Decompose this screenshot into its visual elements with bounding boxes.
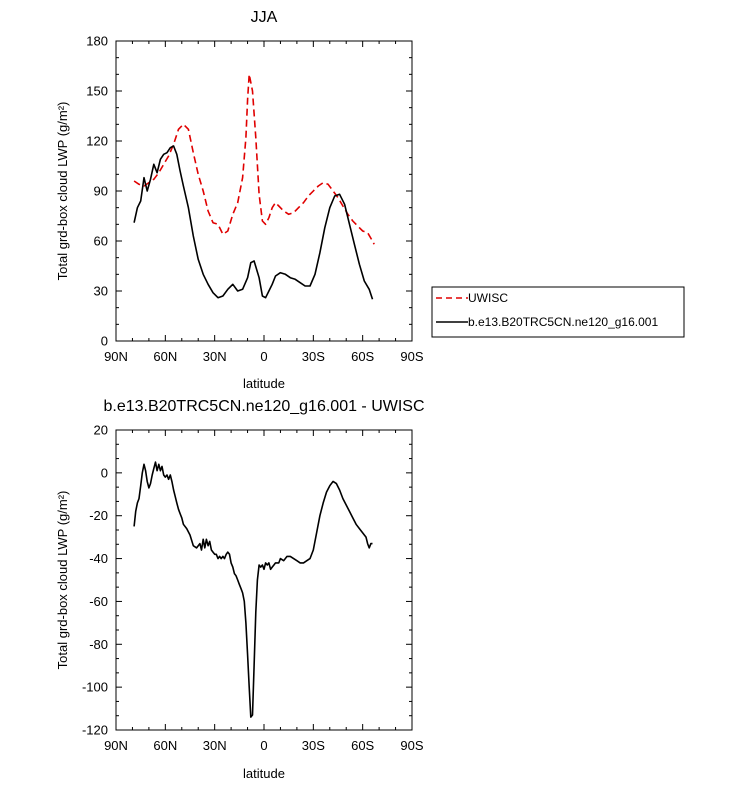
bottom-series-line-1 bbox=[133, 461, 373, 718]
top-y-tick-label: 90 bbox=[94, 184, 108, 199]
top-series-line-2 bbox=[133, 145, 374, 300]
top-series bbox=[133, 73, 375, 300]
top-y-axis-label: Total grd-box cloud LWP (g/m²) bbox=[55, 102, 70, 281]
top-x-tick-label: 90S bbox=[400, 349, 423, 364]
legend-label-uwisc: UWISC bbox=[468, 291, 508, 305]
bottom-plot-frame bbox=[115, 429, 413, 731]
legend: UWISC b.e13.B20TRC5CN.ne120_g16.001 bbox=[431, 286, 685, 338]
bottom-x-tick-label: 30N bbox=[203, 738, 227, 753]
top-plot-frame bbox=[115, 40, 413, 342]
top-y-tick-label: 60 bbox=[94, 234, 108, 249]
top-panel: JJA 90N 60N 30N 0 30S 60S 90S0306090120150180 … bbox=[55, 9, 424, 391]
top-x-axis-label: latitude bbox=[243, 376, 285, 391]
top-x-tick-label: 90N bbox=[104, 349, 128, 364]
bottom-y-tick-label: -80 bbox=[89, 637, 108, 652]
bottom-y-tick-label: -40 bbox=[89, 551, 108, 566]
bottom-y-tick-label: -60 bbox=[89, 594, 108, 609]
bottom-x-tick-label: 30S bbox=[302, 738, 325, 753]
top-y-tick-label: 0 bbox=[101, 334, 108, 349]
bottom-series bbox=[133, 461, 373, 718]
legend-frame bbox=[431, 286, 685, 338]
top-x-tick-label: 30N bbox=[203, 349, 227, 364]
top-x-tick-label: 60N bbox=[153, 349, 177, 364]
top-y-tick-label: 150 bbox=[86, 84, 108, 99]
bottom-x-tick-label: 60S bbox=[351, 738, 374, 753]
top-x-tick-label: 30S bbox=[302, 349, 325, 364]
bottom-x-tick-label: 60N bbox=[153, 738, 177, 753]
top-x-tick-label: 60S bbox=[351, 349, 374, 364]
bottom-y-axis-label: Total grd-box cloud LWP (g/m²) bbox=[55, 491, 70, 670]
top-chart-title: JJA bbox=[251, 9, 278, 26]
top-x-tick-label: 0 bbox=[260, 349, 267, 364]
top-axis-ticks: 90N 60N 30N 0 30S 60S 90S 0 30 60 90 120 150 180 bbox=[86, 34, 424, 365]
top-series-line-1 bbox=[133, 73, 375, 245]
bottom-x-axis-label: latitude bbox=[243, 766, 285, 781]
bottom-x-tick-label: 90S bbox=[400, 738, 423, 753]
bottom-y-tick-label: -120 bbox=[82, 723, 108, 738]
bottom-x-tick-label: 0 bbox=[260, 738, 267, 753]
bottom-y-tick-label: -100 bbox=[82, 680, 108, 695]
top-y-tick-label: 120 bbox=[86, 134, 108, 149]
bottom-x-tick-label: 90N bbox=[104, 738, 128, 753]
bottom-y-tick-label: 20 bbox=[94, 423, 108, 438]
bottom-chart-title: b.e13.B20TRC5CN.ne120_g16.001 - UWISC bbox=[103, 398, 424, 415]
bottom-panel: b.e13.B20TRC5CN.ne120_g16.001 - UWISC 90… bbox=[55, 398, 425, 781]
top-y-tick-label: 30 bbox=[94, 284, 108, 299]
bottom-y-tick-label: -20 bbox=[89, 508, 108, 523]
top-y-tick-label: 180 bbox=[86, 34, 108, 49]
legend-label-model: b.e13.B20TRC5CN.ne120_g16.001 bbox=[468, 315, 658, 329]
bottom-y-tick-label: 0 bbox=[101, 465, 108, 480]
